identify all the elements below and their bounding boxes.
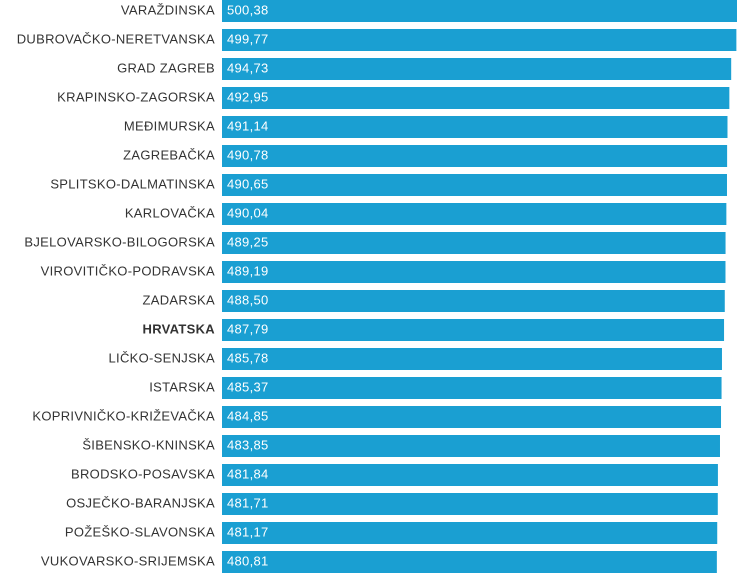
category-label: DUBROVAČKO-NERETVANSKA xyxy=(17,31,215,46)
bar xyxy=(222,522,718,544)
value-label: 483,85 xyxy=(227,437,269,452)
value-label: 499,77 xyxy=(227,31,269,46)
bar xyxy=(222,551,717,573)
bar xyxy=(222,116,728,138)
value-label: 489,25 xyxy=(227,234,269,249)
bar xyxy=(222,261,726,283)
category-label: SPLITSKO-DALMATINSKA xyxy=(50,176,215,191)
value-label: 490,04 xyxy=(227,205,269,220)
bar xyxy=(222,290,725,312)
category-label: OSJEČKO-BARANJSKA xyxy=(66,495,215,510)
category-label: ZADARSKA xyxy=(143,292,216,307)
category-label: LIČKO-SENJSKA xyxy=(109,350,216,365)
value-label: 487,79 xyxy=(227,321,269,336)
bar xyxy=(222,493,718,515)
category-label: VIROVITIČKO-PODRAVSKA xyxy=(41,263,215,278)
category-label: BJELOVARSKO-BILOGORSKA xyxy=(24,234,215,249)
value-label: 488,50 xyxy=(227,292,269,307)
category-label: KARLOVAČKA xyxy=(125,205,215,220)
value-label: 491,14 xyxy=(227,118,269,133)
category-label: VARAŽDINSKA xyxy=(121,2,215,17)
category-label: POŽEŠKO-SLAVONSKA xyxy=(65,524,215,539)
bar xyxy=(222,377,722,399)
category-label: VUKOVARSKO-SRIJEMSKA xyxy=(41,553,215,568)
value-label: 481,17 xyxy=(227,524,269,539)
value-label: 485,37 xyxy=(227,379,269,394)
value-label: 484,85 xyxy=(227,408,269,423)
value-label: 490,65 xyxy=(227,176,269,191)
value-label: 481,84 xyxy=(227,466,269,481)
value-label: 480,81 xyxy=(227,553,269,568)
value-label: 481,71 xyxy=(227,495,269,510)
category-label: GRAD ZAGREB xyxy=(117,60,215,75)
bar xyxy=(222,348,722,370)
bar xyxy=(222,87,730,109)
bar xyxy=(222,203,727,225)
category-label: KRAPINSKO-ZAGORSKA xyxy=(57,89,215,104)
value-label: 494,73 xyxy=(227,60,269,75)
bar xyxy=(222,464,718,486)
category-label: KOPRIVNIČKO-KRIŽEVAČKA xyxy=(32,408,215,423)
bar xyxy=(222,174,727,196)
bar xyxy=(222,0,737,22)
category-label: HRVATSKA xyxy=(143,321,216,336)
category-label: ZAGREBAČKA xyxy=(123,147,215,162)
bar xyxy=(222,435,720,457)
value-label: 489,19 xyxy=(227,263,269,278)
bar xyxy=(222,58,732,80)
bar xyxy=(222,232,726,254)
bar xyxy=(222,319,725,341)
value-label: 492,95 xyxy=(227,89,269,104)
value-label: 490,78 xyxy=(227,147,269,162)
category-label: ISTARSKA xyxy=(149,379,215,394)
value-label: 500,38 xyxy=(227,2,269,17)
category-label: ŠIBENSKO-KNINSKA xyxy=(82,437,215,452)
category-label: BRODSKO-POSAVSKA xyxy=(71,466,215,481)
bar xyxy=(222,406,722,428)
bar xyxy=(222,29,737,51)
value-label: 485,78 xyxy=(227,350,269,365)
category-label: MEĐIMURSKA xyxy=(124,118,215,133)
bar xyxy=(222,145,728,167)
